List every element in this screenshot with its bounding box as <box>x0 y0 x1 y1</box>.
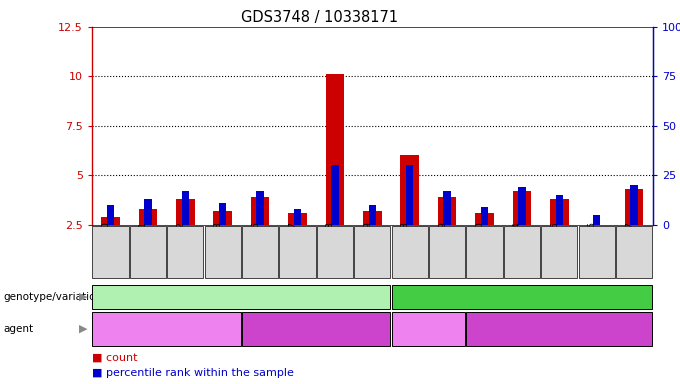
Bar <box>101 217 120 225</box>
Bar <box>443 191 451 225</box>
Text: ▶: ▶ <box>79 324 87 334</box>
Bar <box>251 197 269 225</box>
Text: ■ count: ■ count <box>92 353 137 363</box>
Text: DEHP: DEHP <box>412 322 445 335</box>
Bar <box>139 209 157 225</box>
Text: GSM461976: GSM461976 <box>251 222 260 276</box>
Text: wild type: wild type <box>214 291 269 303</box>
Text: GSM461984: GSM461984 <box>513 222 522 276</box>
Text: GSM461988: GSM461988 <box>401 222 409 276</box>
Text: GSM461986: GSM461986 <box>588 222 596 276</box>
Bar <box>556 195 563 225</box>
Bar <box>144 199 152 225</box>
Bar <box>593 215 600 225</box>
Text: GSM461977: GSM461977 <box>288 222 298 276</box>
Bar <box>401 156 419 225</box>
Text: GSM461979: GSM461979 <box>363 222 373 276</box>
Text: GSM461987: GSM461987 <box>625 222 634 276</box>
Text: GSM461983: GSM461983 <box>214 222 223 276</box>
Bar <box>326 74 344 225</box>
Text: control: control <box>296 322 337 335</box>
Bar <box>625 189 643 225</box>
Bar <box>363 211 381 225</box>
Text: PPAR knockout: PPAR knockout <box>479 291 565 303</box>
Bar <box>369 205 376 225</box>
Bar <box>214 211 232 225</box>
Text: GSM461978: GSM461978 <box>326 222 335 276</box>
Bar <box>294 209 301 225</box>
Text: GSM461989: GSM461989 <box>438 222 447 276</box>
Text: GSM461980: GSM461980 <box>101 222 110 276</box>
Text: ▶: ▶ <box>79 292 87 302</box>
Text: ■ percentile rank within the sample: ■ percentile rank within the sample <box>92 368 294 378</box>
Bar <box>331 166 339 225</box>
Text: DEHP: DEHP <box>150 322 183 335</box>
Bar <box>630 185 638 225</box>
Bar <box>176 199 194 225</box>
Bar <box>219 203 226 225</box>
Bar <box>406 166 413 225</box>
Text: GSM461981: GSM461981 <box>139 222 148 276</box>
Bar <box>107 205 114 225</box>
Bar <box>288 213 307 225</box>
Text: GSM461990: GSM461990 <box>475 222 484 276</box>
Bar <box>438 197 456 225</box>
Bar <box>518 187 526 225</box>
Bar <box>550 199 568 225</box>
Text: GDS3748 / 10338171: GDS3748 / 10338171 <box>241 10 398 25</box>
Text: agent: agent <box>3 324 33 334</box>
Bar <box>475 213 494 225</box>
Bar <box>513 191 531 225</box>
Text: genotype/variation: genotype/variation <box>3 292 103 302</box>
Text: control: control <box>539 322 580 335</box>
Text: GSM461982: GSM461982 <box>176 222 185 276</box>
Bar <box>256 191 264 225</box>
Bar <box>182 191 189 225</box>
Bar <box>481 207 488 225</box>
Text: GSM461985: GSM461985 <box>550 222 559 276</box>
